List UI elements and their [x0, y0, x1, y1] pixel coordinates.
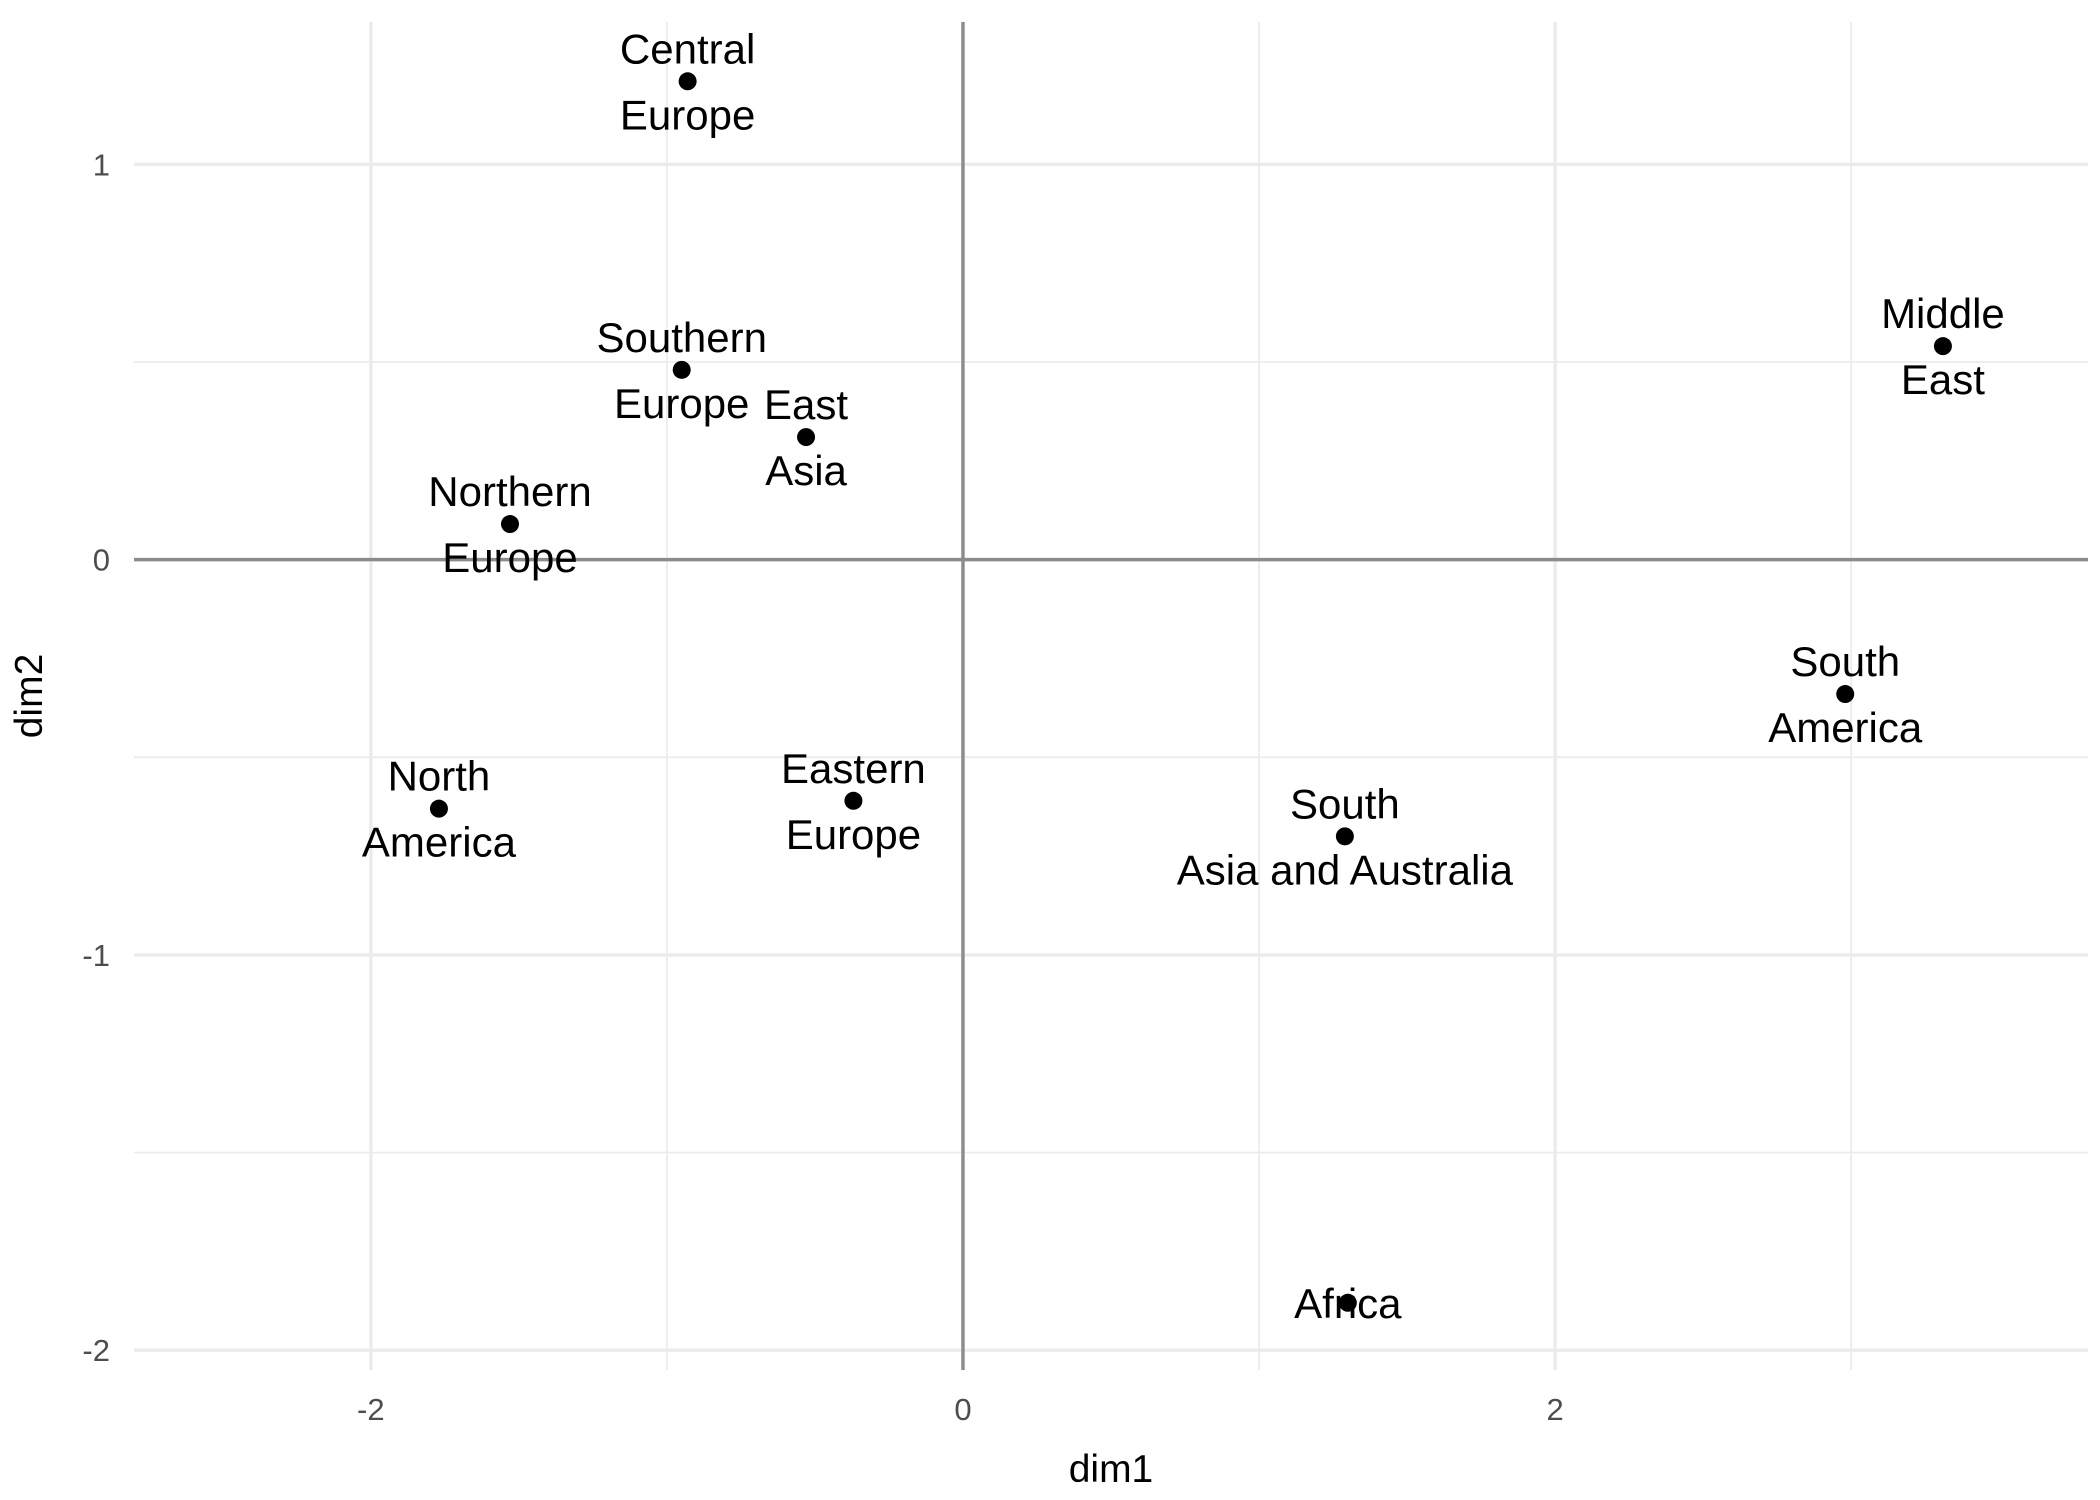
y-tick-label: 1: [93, 147, 110, 182]
data-point: [1335, 827, 1354, 846]
point-labels: Central Europe Southern Europe East Asia North…: [362, 25, 2005, 1327]
major-gridlines: [134, 22, 2088, 1370]
minor-gridlines: [134, 22, 2088, 1370]
point-label: Northern Europe: [428, 468, 591, 581]
point-label: South Asia and Australia: [1177, 780, 1514, 893]
data-point: [1933, 337, 1952, 356]
point-label: Southern Europe: [596, 314, 766, 427]
point-label: Eastern Europe: [781, 745, 926, 858]
data-point: [797, 428, 816, 447]
data-point: [500, 515, 519, 534]
point-label: Africa: [1294, 1280, 1402, 1327]
y-axis-title: dim2: [8, 654, 51, 739]
y-tick-label: -2: [82, 1333, 110, 1368]
point-label: South America: [1768, 638, 1923, 751]
x-tick-labels: -2 0 2: [357, 1392, 1564, 1427]
data-point: [678, 72, 697, 91]
y-tick-labels: -2 -1 0 1: [82, 147, 110, 1368]
point-label: Middle East: [1881, 290, 2005, 403]
x-axis-title: dim1: [1069, 1448, 1154, 1491]
data-point: [844, 791, 863, 810]
data-point: [1836, 685, 1855, 704]
x-tick-label: 2: [1546, 1392, 1563, 1427]
x-tick-label: -2: [357, 1392, 385, 1427]
data-points: [429, 72, 1952, 1312]
data-point: [1338, 1293, 1357, 1312]
data-point: [429, 799, 448, 818]
data-point: [672, 360, 691, 379]
point-label: North America: [362, 753, 517, 866]
point-label: Central Europe: [620, 25, 755, 138]
reference-lines: [134, 22, 2088, 1370]
x-tick-label: 0: [954, 1392, 971, 1427]
point-label: East Asia: [764, 381, 848, 494]
y-tick-label: -1: [82, 938, 110, 973]
y-tick-label: 0: [93, 543, 110, 578]
